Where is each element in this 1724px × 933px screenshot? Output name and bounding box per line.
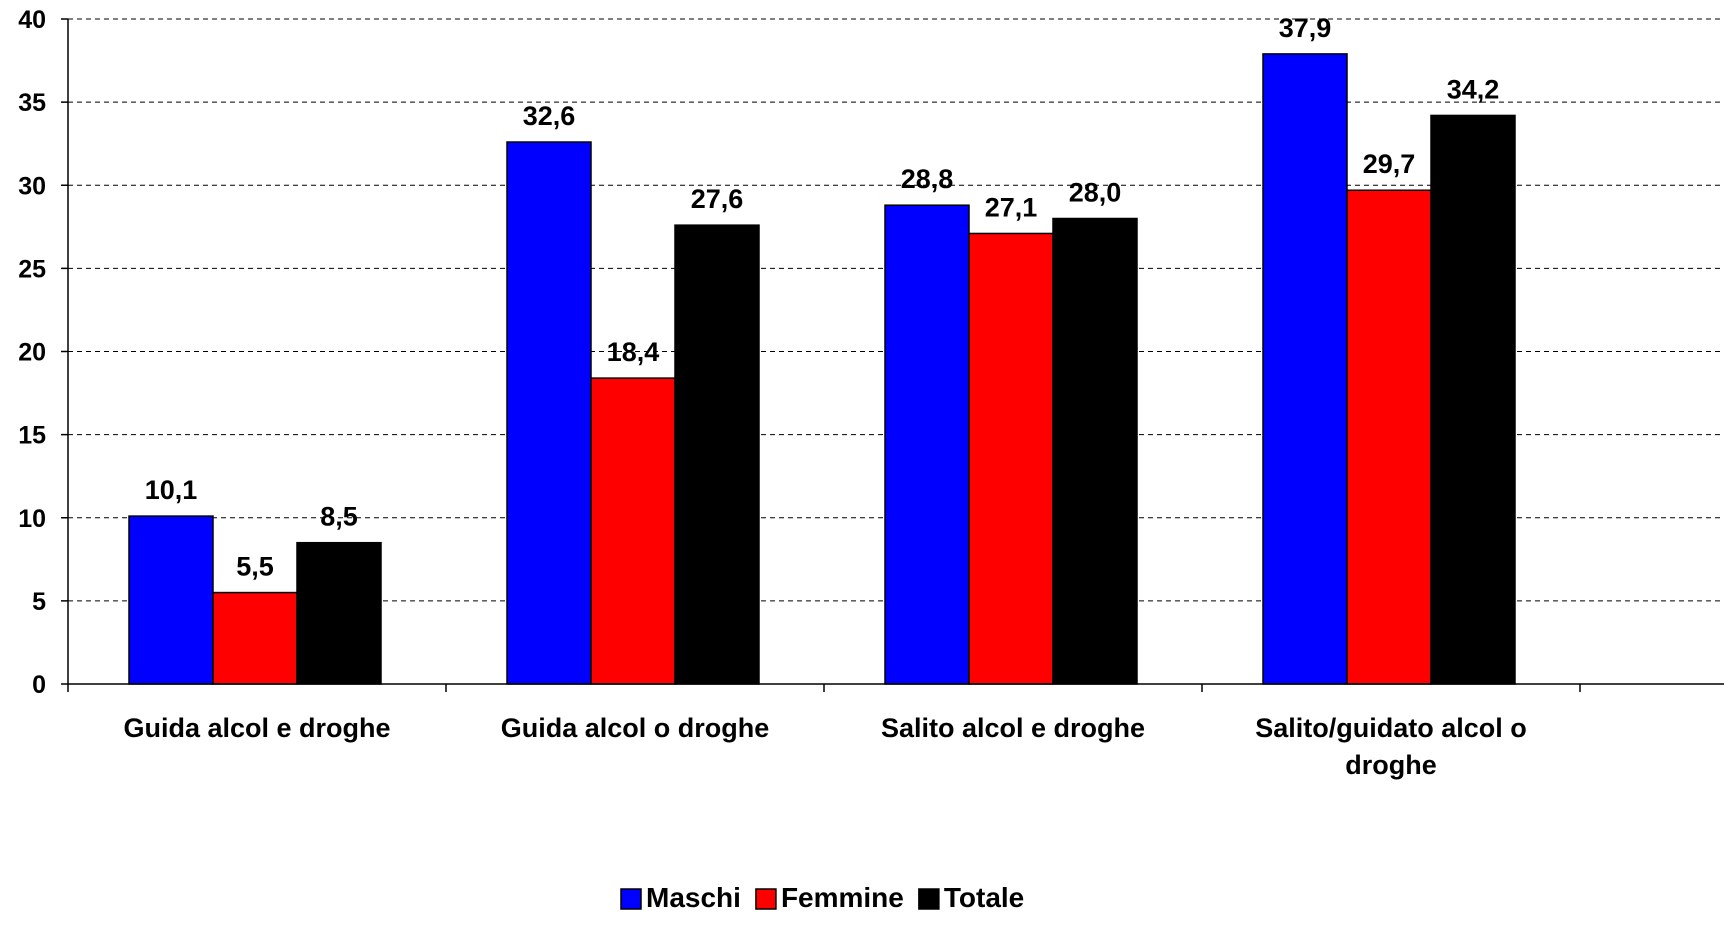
data-labels: 10,1 5,5 8,5 32,6 18,4 27,6 28,8 27,1 28,0 37,9 29… xyxy=(145,13,1500,582)
data-label: 28,0 xyxy=(1069,178,1122,208)
data-label: 32,6 xyxy=(523,101,576,131)
data-label: 29,7 xyxy=(1363,149,1416,179)
x-category-label: Guida alcol o droghe xyxy=(501,713,770,743)
bar-femmine-4 xyxy=(1346,189,1432,685)
bar-femmine-2 xyxy=(590,377,676,685)
x-category-label: Salito alcol e droghe xyxy=(881,713,1145,743)
data-label: 34,2 xyxy=(1447,74,1500,104)
data-label: 27,1 xyxy=(985,192,1038,222)
legend: Maschi Femmine Totale xyxy=(620,882,1024,913)
bar-totale-3 xyxy=(1052,217,1138,685)
y-tick-label: 0 xyxy=(32,671,46,699)
axes xyxy=(61,18,1724,692)
legend-swatch-maschi xyxy=(620,888,642,910)
x-category-label: droghe xyxy=(1345,750,1437,780)
bar-maschi-2 xyxy=(506,141,592,685)
bar-totale-2 xyxy=(674,224,760,685)
y-tick-label: 40 xyxy=(18,6,46,34)
x-category-label: Salito/guidato alcol o xyxy=(1255,713,1527,743)
data-label: 10,1 xyxy=(145,475,198,505)
y-tick-label: 25 xyxy=(18,255,46,283)
x-category-label: Guida alcol e droghe xyxy=(123,713,390,743)
bar-femmine-1 xyxy=(212,591,298,685)
legend-label-totale: Totale xyxy=(944,882,1024,913)
data-label: 37,9 xyxy=(1279,13,1332,43)
bars xyxy=(128,53,1516,685)
y-axis-tick-labels: 0 5 10 15 20 25 30 35 40 xyxy=(18,6,46,699)
data-label: 27,6 xyxy=(691,184,744,214)
bar-totale-4 xyxy=(1430,114,1516,685)
bar-maschi-3 xyxy=(884,204,970,685)
bar-femmine-3 xyxy=(968,232,1054,685)
y-tick-label: 35 xyxy=(18,89,46,117)
data-label: 5,5 xyxy=(236,552,274,582)
legend-swatch-femmine xyxy=(755,888,777,910)
y-tick-label: 15 xyxy=(18,422,46,450)
bar-maschi-4 xyxy=(1262,53,1348,685)
y-tick-label: 20 xyxy=(18,339,46,367)
legend-label-maschi: Maschi xyxy=(646,882,741,913)
data-label: 18,4 xyxy=(607,337,660,367)
y-tick-label: 5 xyxy=(32,588,46,616)
bar-totale-1 xyxy=(296,541,382,685)
data-label: 8,5 xyxy=(320,502,358,532)
bar-maschi-1 xyxy=(128,515,214,685)
y-tick-label: 10 xyxy=(18,505,46,533)
legend-label-femmine: Femmine xyxy=(781,882,904,913)
legend-swatch-totale xyxy=(918,888,940,910)
y-tick-label: 30 xyxy=(18,172,46,200)
x-axis-category-labels: Guida alcol e droghe Guida alcol o droghe… xyxy=(123,713,1526,780)
data-label: 28,8 xyxy=(901,164,954,194)
